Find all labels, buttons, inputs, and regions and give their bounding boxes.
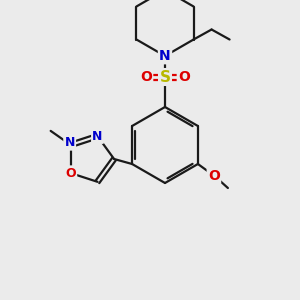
Text: N: N: [64, 136, 75, 149]
Text: N: N: [92, 130, 103, 143]
Text: N: N: [159, 49, 171, 63]
Text: O: O: [208, 169, 220, 183]
Text: O: O: [65, 167, 76, 180]
Text: O: O: [178, 70, 190, 84]
Text: S: S: [160, 70, 170, 85]
Text: O: O: [140, 70, 152, 84]
